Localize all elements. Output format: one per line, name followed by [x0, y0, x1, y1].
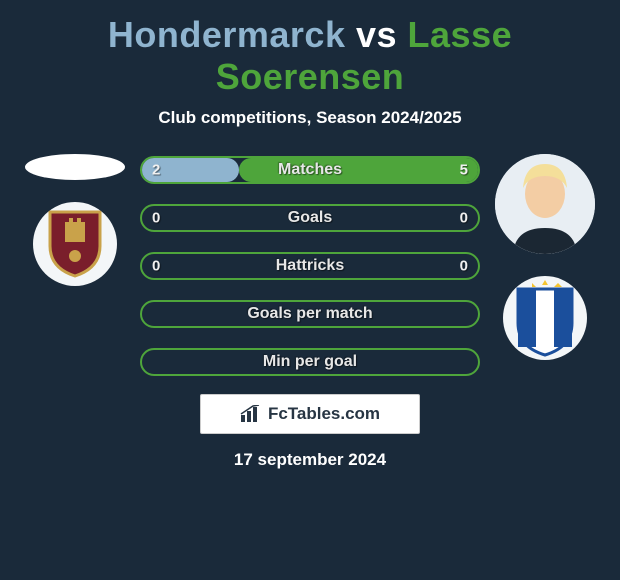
date-label: 17 september 2024: [0, 434, 620, 486]
left-player-column: [20, 146, 130, 286]
stat-bar: Min per goal: [140, 348, 480, 376]
stat-fill-right: [239, 158, 478, 182]
right-player-column: [490, 146, 600, 360]
stat-value-right: 5: [460, 162, 468, 179]
stat-label: Min per goal: [263, 353, 357, 371]
stat-value-right: 0: [460, 258, 468, 275]
stat-bar: 2 5 Matches: [140, 156, 480, 184]
stat-value-left: 0: [152, 258, 160, 275]
stat-value-right: 0: [460, 210, 468, 227]
right-player-avatar: [495, 154, 595, 254]
subtitle: Club competitions, Season 2024/2025: [0, 104, 620, 146]
stat-bar: 0 0 Goals: [140, 204, 480, 232]
comparison-panel: 2 5 Matches 0 0 Goals 0 0 Hattricks Goals per mat…: [0, 146, 620, 376]
brand-badge: FcTables.com: [200, 394, 420, 434]
left-player-avatar: [25, 154, 125, 180]
title-vs: vs: [356, 14, 397, 55]
stat-label: Goals per match: [247, 305, 372, 323]
stat-bars: 2 5 Matches 0 0 Goals 0 0 Hattricks Goals per mat…: [140, 146, 480, 376]
title-left: Hondermarck: [108, 14, 346, 55]
bars-icon: [240, 405, 262, 423]
stat-value-left: 2: [152, 162, 160, 179]
stat-bar: Goals per match: [140, 300, 480, 328]
stat-label: Goals: [288, 209, 332, 227]
stat-label: Matches: [278, 161, 342, 179]
northampton-crest: [33, 202, 117, 286]
stat-bar: 0 0 Hattricks: [140, 252, 480, 280]
page-title: Hondermarck vs Lasse Soerensen: [0, 0, 620, 104]
brand-text: FcTables.com: [268, 404, 380, 424]
huddersfield-crest: [503, 276, 587, 360]
stat-value-left: 0: [152, 210, 160, 227]
stat-label: Hattricks: [276, 257, 344, 275]
